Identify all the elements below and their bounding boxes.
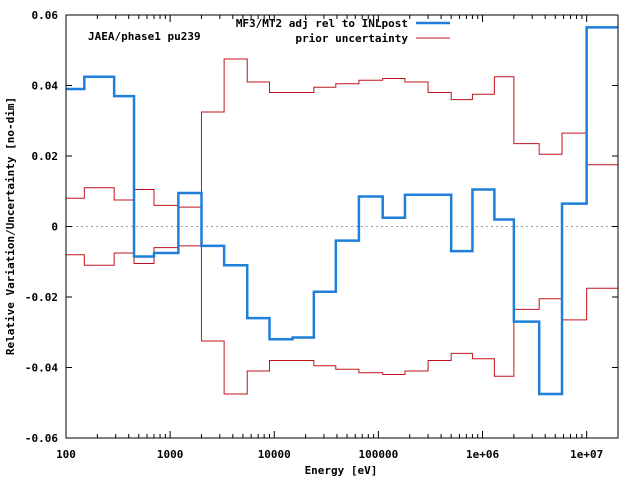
y-axis-label: Relative Variation/Uncertainty [no-dim]: [4, 97, 17, 355]
y-tick-label: 0.02: [32, 150, 59, 163]
legend: MF3/MT2 adj rel to INLpost prior uncerta…: [236, 17, 450, 45]
x-tick-label: 1e+06: [466, 448, 499, 461]
chart-annotation: JAEA/phase1 pu239: [88, 30, 201, 43]
plot-frame: [65, 14, 619, 439]
series-adjustment: [66, 26, 618, 396]
x-tick-label: 100: [56, 448, 76, 461]
x-tick-label: 1e+07: [570, 448, 603, 461]
y-tick-label: 0: [51, 221, 58, 234]
x-tick-label: 10000: [258, 448, 291, 461]
series-prior-uncertainty-upper: [66, 58, 618, 208]
x-axis-label: Energy [eV]: [305, 464, 378, 477]
y-tick-label: 0.06: [32, 9, 59, 22]
legend-label-0: MF3/MT2 adj rel to INLpost: [236, 17, 408, 30]
legend-label-1: prior uncertainty: [295, 32, 408, 45]
plot-area: -0.06 -0.04 -0.02 0 0.02 0.04 0.06 100 1000 10000…: [25, 9, 619, 461]
x-tick-label: 1000: [157, 448, 184, 461]
y-tick-label: 0.04: [32, 80, 59, 93]
y-tick-label: -0.02: [25, 291, 58, 304]
y-tick-label: -0.06: [25, 432, 58, 445]
y-tick-label: -0.04: [25, 362, 58, 375]
series-prior-uncertainty-lower: [66, 245, 618, 395]
x-tick-label: 100000: [359, 448, 399, 461]
